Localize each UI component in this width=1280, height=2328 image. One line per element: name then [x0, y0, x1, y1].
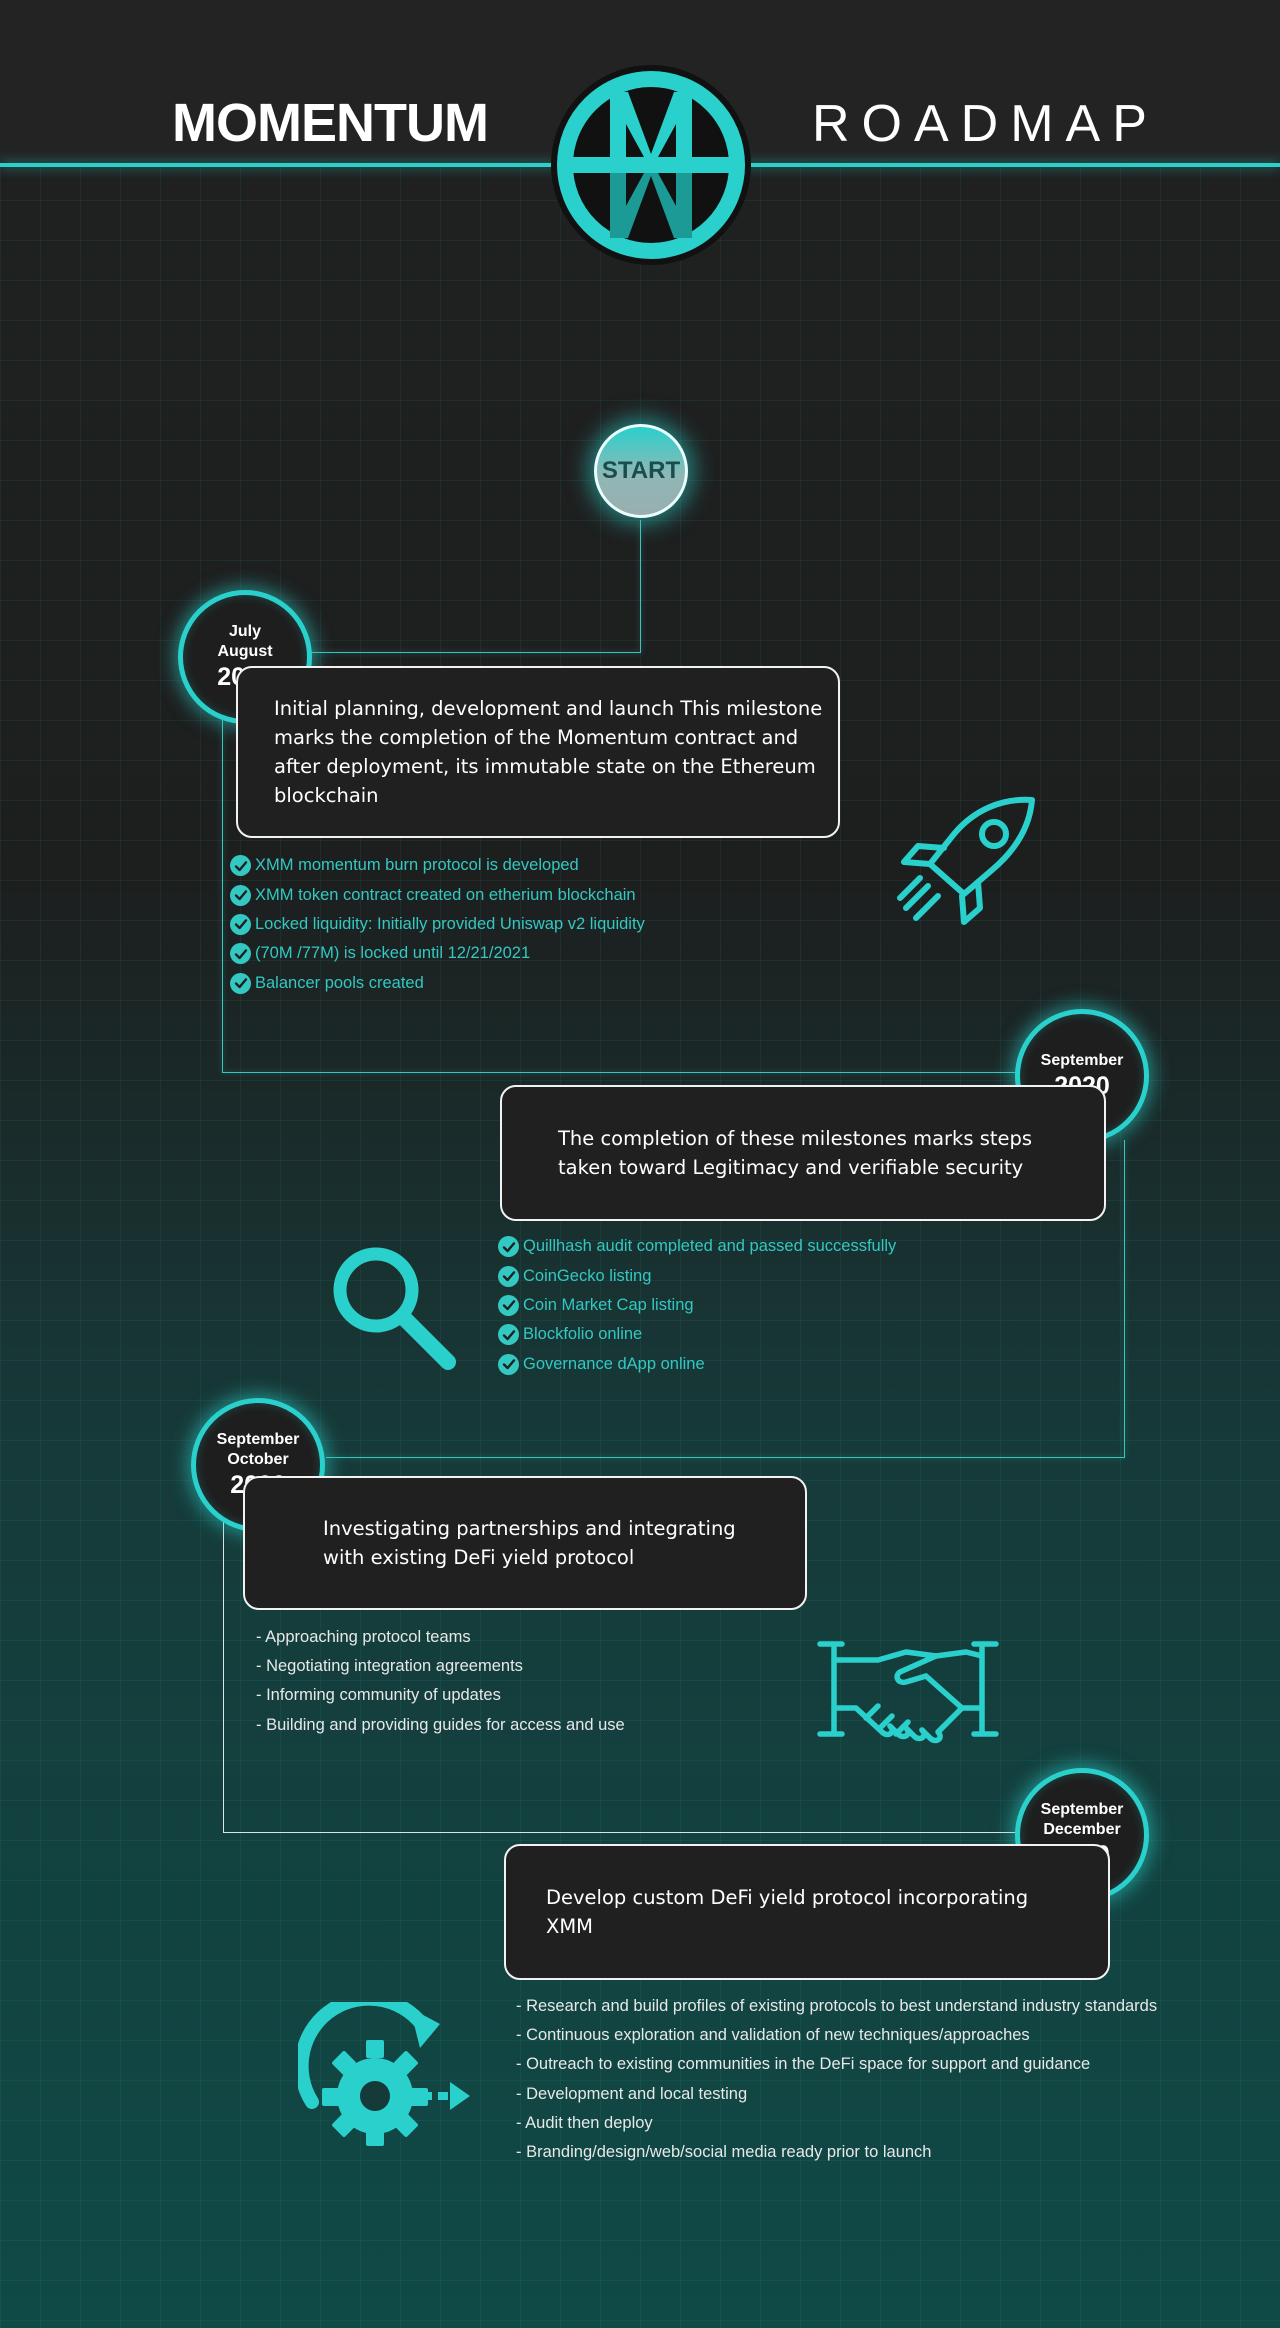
- list-item: - Research and build profiles of existin…: [516, 1997, 1158, 2015]
- momentum-logo-icon: [548, 62, 754, 268]
- milestone-checklist: Quillhash audit completed and passed suc…: [498, 1232, 896, 1379]
- check-icon: [498, 1353, 519, 1375]
- connector-line: [222, 1072, 1022, 1073]
- list-item: - Informing community of updates: [256, 1686, 501, 1705]
- check-icon: [230, 972, 251, 994]
- connector-line: [640, 520, 641, 652]
- checklist-item: Balancer pools created: [230, 969, 645, 998]
- date-month: July: [228, 623, 261, 640]
- list-item: - Outreach to existing communities in th…: [516, 2055, 1091, 2074]
- magnifier-icon: [326, 1242, 456, 1372]
- checklist-item: Governance dApp online: [498, 1350, 896, 1379]
- check-icon: [230, 943, 251, 965]
- milestone-description-box: Initial planning, development and launch…: [236, 666, 840, 838]
- list-item: - Negotiating integration agreements: [256, 1657, 523, 1676]
- check-icon: [230, 855, 251, 877]
- check-icon: [498, 1294, 519, 1316]
- list-item: - Continuous exploration and validation …: [516, 2026, 1030, 2045]
- date-month: September: [1040, 1801, 1124, 1818]
- milestone-bullet-list: - Research and build profiles of existin…: [516, 1992, 1157, 2167]
- milestone-bullet-list: - Approaching protocol teams - Negotiati…: [256, 1623, 625, 1740]
- gear-cycle-icon: [298, 2002, 474, 2152]
- checklist-item: XMM momentum burn protocol is developed: [230, 851, 645, 880]
- connector-line: [223, 1832, 1019, 1833]
- milestone-checklist: XMM momentum burn protocol is developed …: [230, 851, 645, 998]
- checklist-item: Locked liquidity: Initially provided Uni…: [230, 910, 645, 939]
- connector-line: [223, 1518, 224, 1832]
- brand-name: MOMENTUM: [172, 93, 489, 153]
- page-title: ROADMAP: [812, 95, 1159, 153]
- connector-line: [326, 1457, 1125, 1458]
- list-item: - Branding/design/web/social media ready…: [516, 2142, 932, 2161]
- checklist-item: Blockfolio online: [498, 1320, 896, 1349]
- connector-line: [1124, 1140, 1125, 1457]
- milestone-description-box: The completion of these milestones marks…: [500, 1085, 1106, 1221]
- milestone-description: The completion of these milestones marks…: [558, 1127, 1033, 1179]
- checklist-item: Coin Market Cap listing: [498, 1291, 896, 1320]
- check-icon: [498, 1324, 519, 1346]
- milestone-description: Develop custom DeFi yield protocol incor…: [546, 1886, 1029, 1938]
- date-month: October: [227, 1451, 289, 1468]
- checklist-item: CoinGecko listing: [498, 1261, 896, 1290]
- handshake-icon: [816, 1638, 1000, 1758]
- connector-line: [222, 720, 223, 1072]
- start-badge: START: [594, 424, 688, 518]
- milestone-description-box: Investigating partnerships and integrati…: [243, 1476, 807, 1610]
- date-month: September: [216, 1431, 300, 1448]
- check-icon: [230, 884, 251, 906]
- date-month: August: [217, 643, 273, 660]
- check-icon: [498, 1236, 519, 1258]
- connector-line: [305, 652, 641, 653]
- milestone-description: Initial planning, development and launch…: [274, 697, 823, 807]
- checklist-item: XMM token contract created on etherium b…: [230, 880, 645, 909]
- list-item: - Building and providing guides for acce…: [256, 1715, 625, 1734]
- list-item: - Approaching protocol teams: [256, 1628, 471, 1646]
- rocket-icon: [884, 790, 1044, 940]
- milestone-description-box: Develop custom DeFi yield protocol incor…: [504, 1844, 1110, 1980]
- date-month: September: [1040, 1052, 1124, 1069]
- checklist-item: (70M /77M) is locked until 12/21/2021: [230, 939, 645, 968]
- checklist-item: Quillhash audit completed and passed suc…: [498, 1232, 896, 1261]
- list-item: - Audit then deploy: [516, 2113, 653, 2132]
- date-month: December: [1043, 1821, 1121, 1838]
- milestone-description: Investigating partnerships and integrati…: [323, 1517, 736, 1569]
- check-icon: [498, 1265, 519, 1287]
- list-item: - Development and local testing: [516, 2084, 748, 2103]
- check-icon: [230, 913, 251, 935]
